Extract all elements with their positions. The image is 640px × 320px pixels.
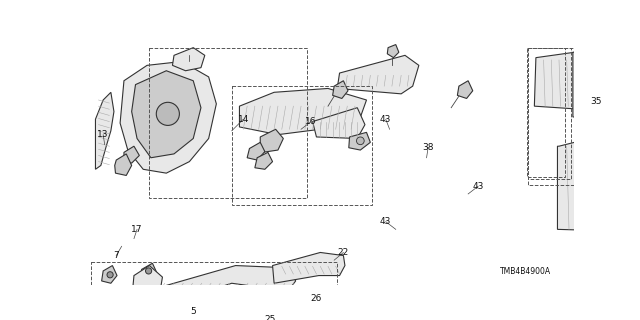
Polygon shape [387,44,399,58]
Text: TMB4B4900A: TMB4B4900A [500,267,551,276]
Bar [528,48,570,179]
Text: 25: 25 [264,315,276,320]
Polygon shape [115,154,132,175]
Bar [528,48,640,185]
Polygon shape [458,81,473,99]
Polygon shape [312,108,365,139]
Circle shape [145,268,152,274]
Circle shape [356,137,364,145]
Polygon shape [333,81,348,99]
Polygon shape [102,266,117,283]
Polygon shape [128,306,291,320]
Bar [91,262,337,320]
Text: 43: 43 [380,115,392,124]
Text: 43: 43 [472,182,484,191]
Circle shape [107,272,113,278]
Polygon shape [143,266,296,309]
Text: 16: 16 [305,117,317,126]
Polygon shape [239,88,367,135]
Polygon shape [95,92,114,169]
Polygon shape [140,263,157,282]
Polygon shape [337,55,419,94]
Text: 17: 17 [131,225,143,234]
Circle shape [102,315,111,320]
Circle shape [156,102,179,125]
Text: 35: 35 [590,97,602,106]
Bar [232,86,372,205]
Ellipse shape [611,169,640,204]
Polygon shape [260,129,284,152]
Bar [149,48,307,198]
Polygon shape [349,132,371,150]
Polygon shape [557,119,640,232]
Text: 43: 43 [380,217,392,226]
Polygon shape [124,146,140,163]
Text: 22: 22 [338,248,349,257]
Polygon shape [120,61,216,173]
Text: 5: 5 [190,307,196,316]
Polygon shape [172,48,205,71]
Polygon shape [534,52,598,109]
Polygon shape [247,142,265,160]
Text: 38: 38 [422,143,434,152]
Polygon shape [573,48,640,122]
Text: 26: 26 [311,294,322,303]
Polygon shape [132,266,163,312]
Polygon shape [132,71,201,158]
Polygon shape [255,152,273,169]
Polygon shape [247,299,285,320]
Polygon shape [93,299,120,320]
Text: 13: 13 [97,130,109,139]
Text: 7: 7 [113,251,119,260]
Bar [527,48,565,177]
Polygon shape [273,252,345,283]
Text: 14: 14 [237,115,249,124]
